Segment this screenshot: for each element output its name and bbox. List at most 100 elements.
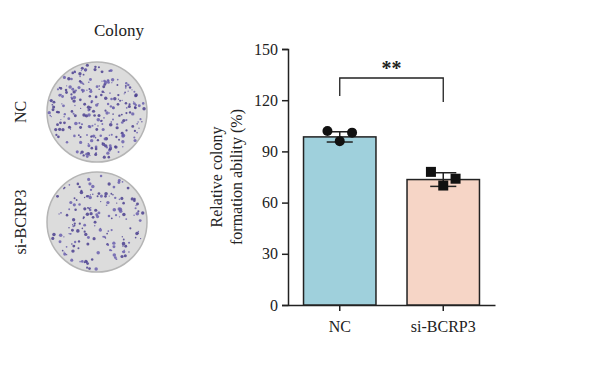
colony-speckle <box>89 155 90 156</box>
colony-speckle <box>131 125 134 128</box>
colony-speckle <box>127 84 130 87</box>
colony-speckle <box>51 237 54 240</box>
colony-speckle <box>110 69 113 72</box>
colony-speckle <box>66 246 68 248</box>
y-tick-mark <box>282 254 288 256</box>
colony-speckle <box>99 228 102 231</box>
colony-speckle <box>111 229 113 231</box>
colony-speckle <box>78 134 80 136</box>
colony-speckle <box>105 111 108 114</box>
colony-speckle <box>63 253 66 256</box>
colony-speckle <box>70 78 73 81</box>
colony-speckle <box>104 110 106 112</box>
colony-speckle <box>123 239 125 241</box>
colony-speckle <box>58 94 61 97</box>
colony-speckle <box>91 102 93 104</box>
colony-speckle <box>128 242 130 244</box>
data-point <box>438 181 448 191</box>
colony-speckle <box>56 111 59 114</box>
colony-speckle <box>134 139 137 142</box>
colony-speckle <box>96 251 99 254</box>
colony-speckle <box>118 179 121 182</box>
colony-speckle <box>82 154 84 156</box>
colony-speckle <box>87 178 90 181</box>
colony-speckle <box>69 201 72 204</box>
y-tick-label: 120 <box>254 92 278 109</box>
colony-speckle <box>93 114 96 117</box>
colony-speckle <box>50 99 53 102</box>
colony-speckle <box>86 90 87 91</box>
colony-speckle <box>134 106 137 109</box>
colony-speckle <box>129 111 131 113</box>
colony-speckle <box>69 184 71 186</box>
colony-speckle <box>61 128 64 131</box>
colony-speckle <box>142 102 145 105</box>
colony-speckle <box>110 105 112 107</box>
colony-speckle <box>134 106 136 108</box>
dish <box>47 62 147 162</box>
colony-speckle <box>59 121 62 124</box>
colony-speckle <box>113 208 117 212</box>
colony-speckle <box>71 72 74 75</box>
colony-speckle <box>112 106 115 109</box>
colony-speckle <box>86 134 88 136</box>
colony-speckle <box>61 103 62 104</box>
colony-speckle <box>125 119 127 121</box>
colony-speckle <box>90 189 92 191</box>
colony-speckle <box>54 128 57 131</box>
colony-speckle <box>66 141 69 144</box>
x-tick: NC <box>329 305 351 335</box>
colony-speckle <box>113 253 117 257</box>
colony-speckle <box>119 216 120 217</box>
colony-speckle <box>83 74 85 76</box>
colony-speckle <box>68 126 71 129</box>
colony-speckle <box>112 194 114 196</box>
colony-speckle <box>136 123 138 125</box>
x-tick-label: NC <box>329 318 351 335</box>
colony-speckle <box>79 141 82 144</box>
colony-speckle <box>142 107 145 110</box>
figure: ColonyNCsi-BCRP30306090120150NCsi-BCRP3R… <box>0 0 600 365</box>
colony-speckle <box>133 198 135 200</box>
colony-speckle <box>69 233 71 235</box>
colony-speckle <box>138 104 141 107</box>
colony-speckle <box>81 260 84 263</box>
colony-speckle <box>78 72 81 75</box>
colony-speckle <box>52 105 55 108</box>
significance-label: ** <box>382 57 402 79</box>
colony-speckle <box>124 245 127 248</box>
colony-speckle <box>65 89 68 92</box>
colony-speckle <box>71 249 74 252</box>
colony-speckle <box>86 195 89 198</box>
y-tick-mark <box>282 100 288 102</box>
colony-speckle <box>91 125 93 127</box>
colony-speckle <box>106 204 108 206</box>
colony-speckle <box>92 110 95 113</box>
y-tick: 150 <box>254 41 288 58</box>
colony-speckle <box>74 105 75 106</box>
y-tick-label: 90 <box>262 143 278 160</box>
colony-speckle <box>79 76 81 78</box>
colony-speckle <box>88 125 91 128</box>
colony-speckle <box>93 68 96 71</box>
colony-speckle <box>106 152 109 155</box>
colony-speckle <box>72 218 75 221</box>
colony-speckle <box>70 96 72 98</box>
colony-speckle <box>83 103 86 106</box>
colony-speckle <box>97 211 100 214</box>
colony-speckle <box>90 89 92 91</box>
colony-speckle <box>82 89 85 92</box>
colony-speckle <box>108 182 111 185</box>
colony-speckle <box>91 258 93 260</box>
y-tick-mark <box>282 305 288 307</box>
colony-speckle <box>103 156 106 159</box>
colony-speckle <box>125 102 128 105</box>
colony-speckle <box>73 135 76 138</box>
colony-speckle <box>71 229 74 232</box>
colony-speckle <box>112 107 115 110</box>
colony-speckle <box>93 237 96 240</box>
y-axis-title: Relative colonyformation ability (%) <box>208 109 246 245</box>
colony-speckle <box>68 208 70 210</box>
colony-speckle <box>122 213 125 216</box>
colony-speckle <box>136 132 138 134</box>
